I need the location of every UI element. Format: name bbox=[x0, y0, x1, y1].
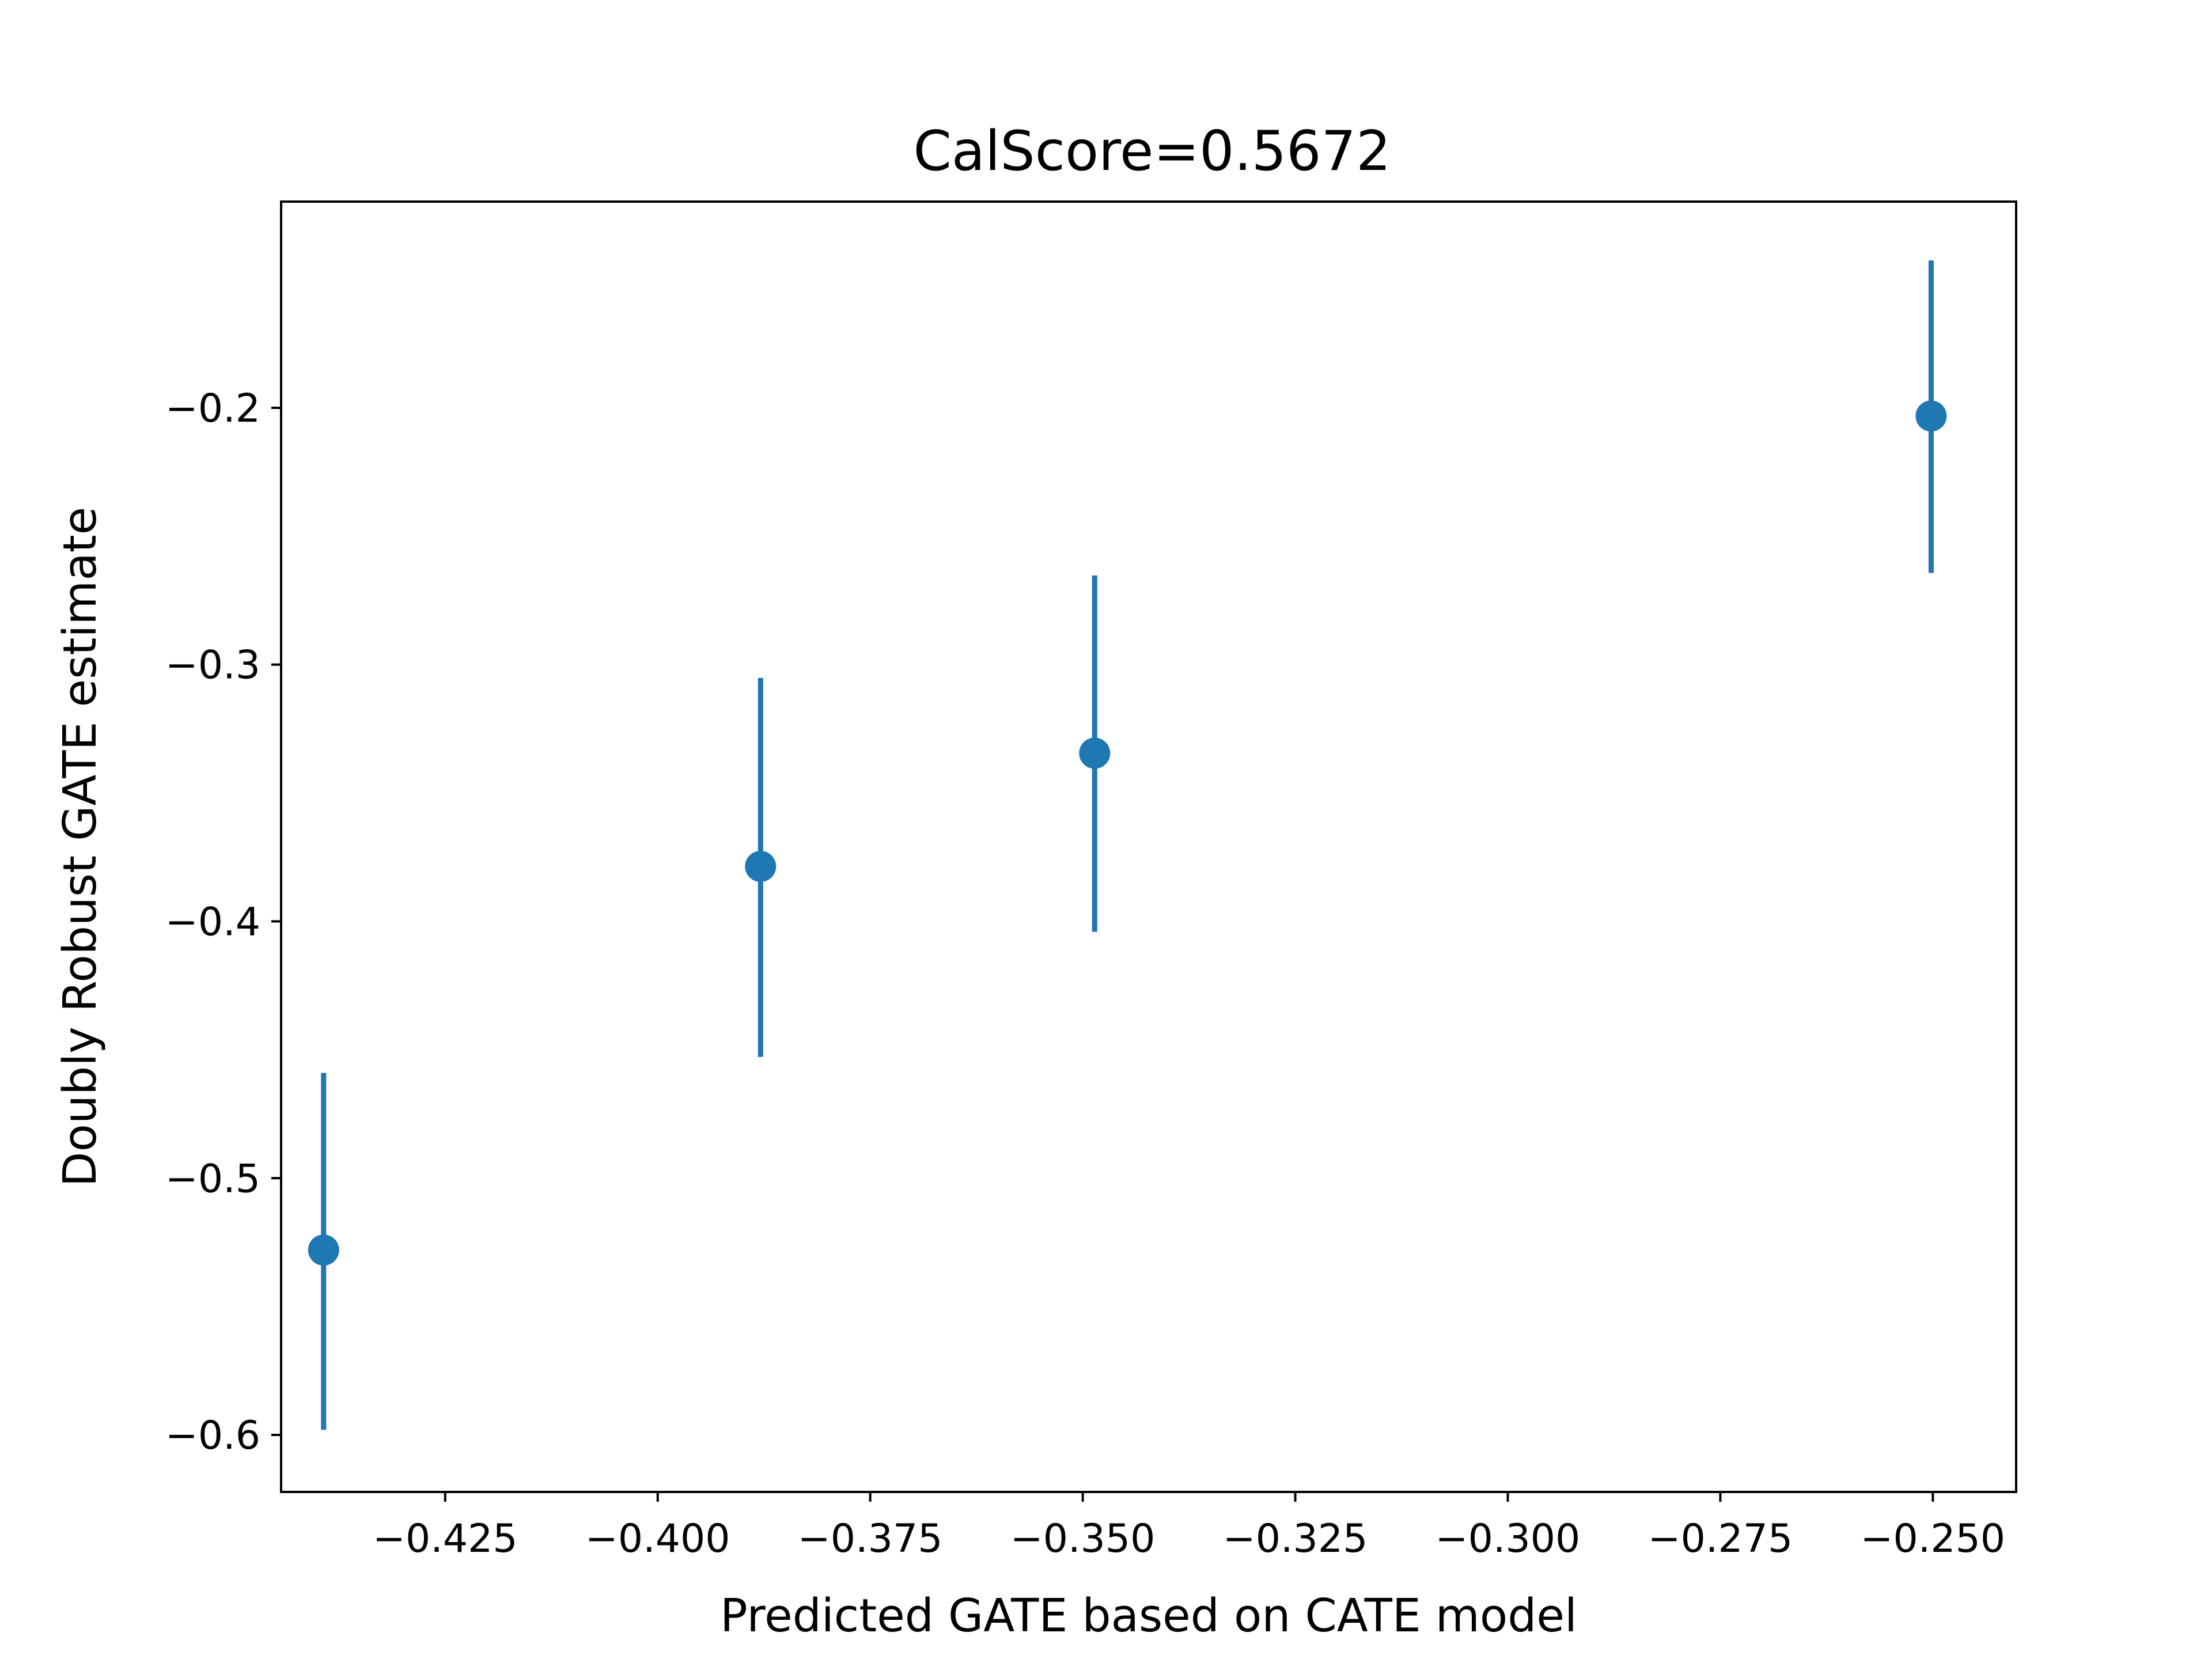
x-tick-label: −0.400 bbox=[585, 1516, 730, 1562]
chart-title: CalScore=0.5672 bbox=[913, 120, 1391, 183]
x-tick-label: −0.250 bbox=[1861, 1516, 2006, 1562]
y-tick-label: −0.4 bbox=[165, 899, 260, 945]
data-point bbox=[1915, 400, 1947, 432]
y-tick-label: −0.6 bbox=[165, 1413, 260, 1459]
plot-frame bbox=[280, 200, 2017, 1493]
data-point bbox=[308, 1234, 339, 1266]
y-axis-label: Doubly Robust GATE estimate bbox=[54, 507, 107, 1187]
y-tick-label: −0.3 bbox=[165, 643, 260, 688]
x-tick-label: −0.325 bbox=[1223, 1516, 1368, 1562]
data-point bbox=[745, 851, 777, 882]
y-tick-label: −0.2 bbox=[165, 386, 260, 431]
y-tick-label: −0.5 bbox=[165, 1156, 260, 1202]
x-tick-label: −0.350 bbox=[1010, 1516, 1156, 1562]
x-tick-label: −0.275 bbox=[1648, 1516, 1793, 1562]
data-point bbox=[1079, 737, 1111, 769]
x-axis: −0.425 −0.400 −0.375 −0.350 −0.325 −0.300 −0.2… bbox=[373, 1492, 2005, 1562]
x-axis-label: Predicted GATE based on CATE model bbox=[720, 1589, 1577, 1642]
y-axis: −0.6 −0.5 −0.4 −0.3 −0.2 bbox=[165, 386, 281, 1459]
x-tick-label: −0.375 bbox=[798, 1516, 943, 1562]
plot-marks bbox=[308, 260, 1947, 1430]
x-tick-label: −0.425 bbox=[373, 1516, 518, 1562]
x-tick-label: −0.300 bbox=[1435, 1516, 1581, 1562]
